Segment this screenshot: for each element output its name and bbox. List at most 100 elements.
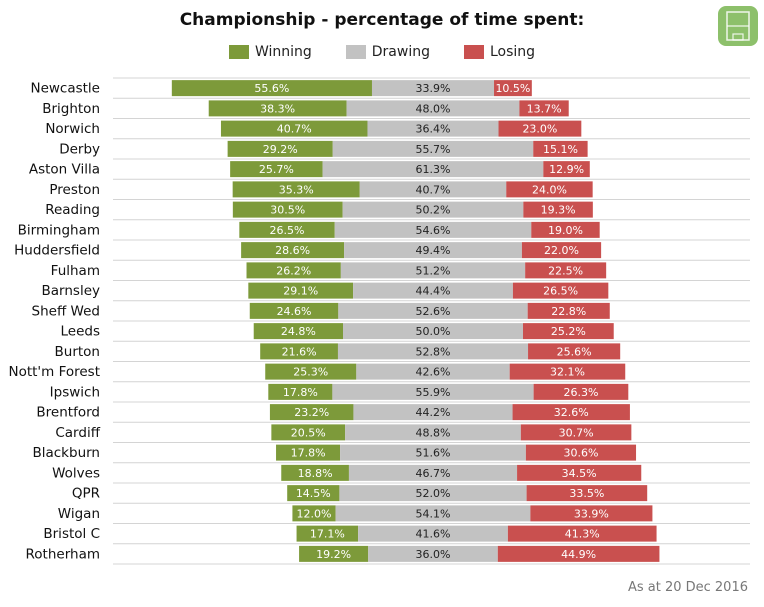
value-label-winning: 40.7% (277, 123, 312, 136)
bar-winning (249, 302, 339, 319)
bar-drawing (368, 545, 498, 562)
bar-winning (246, 262, 341, 279)
bar-winning (248, 282, 354, 299)
value-label-losing: 22.5% (548, 264, 583, 277)
team-label: Preston (49, 182, 100, 198)
value-label-drawing: 50.0% (416, 325, 451, 338)
value-label-losing: 33.5% (569, 487, 604, 500)
legend-swatch-drawing (345, 45, 366, 59)
team-label: Nott'm Forest (8, 364, 100, 380)
bar-losing (497, 545, 660, 562)
value-label-winning: 12.0% (297, 507, 332, 520)
value-label-drawing: 36.0% (416, 548, 451, 561)
legend-item-winning: Winning (228, 44, 312, 60)
bar-drawing (340, 262, 526, 279)
bar-winning (208, 100, 347, 117)
value-label-winning: 17.8% (283, 386, 318, 399)
team-label: QPR (72, 486, 100, 502)
bar-drawing (346, 100, 520, 117)
value-label-losing: 19.3% (541, 204, 576, 217)
bar-losing (533, 140, 588, 157)
bar-losing (498, 120, 582, 137)
bar-losing (519, 100, 569, 117)
value-label-drawing: 54.1% (416, 507, 451, 520)
team-label: Reading (45, 202, 100, 218)
value-label-winning: 29.2% (263, 143, 298, 156)
bar-losing (528, 343, 621, 360)
value-label-losing: 25.6% (557, 345, 592, 358)
legend: Winning Drawing Losing (0, 44, 764, 60)
value-label-drawing: 61.3% (416, 163, 451, 176)
bar-drawing (335, 505, 531, 522)
bar-losing (517, 464, 642, 481)
value-label-losing: 34.5% (562, 467, 597, 480)
value-label-losing: 22.8% (551, 305, 586, 318)
legend-label-losing: Losing (489, 44, 536, 60)
bar-losing (543, 161, 590, 178)
value-label-losing: 44.9% (561, 548, 596, 561)
pitch-logo-graphic (726, 11, 750, 41)
value-label-drawing: 46.7% (416, 467, 451, 480)
legend-swatch-losing (463, 45, 484, 59)
pitch-logo-icon (718, 6, 758, 46)
bar-drawing (338, 302, 528, 319)
bar-losing (521, 242, 602, 259)
value-label-losing: 22.0% (544, 244, 579, 257)
bar-drawing (342, 201, 524, 218)
bar-winning (299, 545, 369, 562)
bar-drawing (332, 383, 534, 400)
value-label-winning: 38.3% (260, 102, 295, 115)
value-label-winning: 26.5% (270, 224, 305, 237)
value-label-losing: 23.0% (522, 123, 557, 136)
value-label-drawing: 36.4% (416, 123, 451, 136)
bar-drawing (332, 140, 534, 157)
value-label-losing: 15.1% (543, 143, 578, 156)
value-label-losing: 30.7% (559, 426, 594, 439)
value-label-winning: 35.3% (279, 183, 314, 196)
bar-losing (531, 221, 600, 238)
value-label-drawing: 44.4% (416, 285, 451, 298)
team-label: Newcastle (30, 81, 100, 97)
value-label-winning: 18.8% (298, 467, 333, 480)
bar-winning (269, 404, 354, 421)
value-label-losing: 33.9% (574, 507, 609, 520)
value-label-winning: 25.3% (293, 366, 328, 379)
value-label-drawing: 52.6% (416, 305, 451, 318)
team-label: Birmingham (18, 222, 100, 238)
bar-drawing (339, 485, 527, 502)
bar-winning (230, 161, 323, 178)
bar-losing (523, 201, 593, 218)
value-label-drawing: 41.6% (416, 528, 451, 541)
value-label-losing: 25.2% (551, 325, 586, 338)
bar-winning (241, 242, 345, 259)
team-label: Cardiff (55, 425, 100, 441)
team-label: Brentford (36, 405, 100, 421)
team-label: Bristol C (43, 526, 100, 542)
bar-winning (268, 383, 333, 400)
team-label: Brighton (42, 101, 100, 117)
bar-winning (171, 80, 372, 97)
bar-losing (494, 80, 532, 97)
value-label-losing: 13.7% (527, 102, 562, 115)
bar-drawing (356, 363, 510, 380)
footnote: As at 20 Dec 2016 (627, 580, 748, 595)
team-label: Aston Villa (29, 162, 100, 178)
legend-label-winning: Winning (254, 44, 312, 60)
bar-drawing (343, 323, 523, 340)
bar-losing (533, 383, 629, 400)
bar-drawing (345, 424, 521, 441)
value-label-losing: 32.6% (554, 406, 589, 419)
value-label-winning: 23.2% (294, 406, 329, 419)
bar-drawing (359, 181, 507, 198)
value-label-drawing: 44.2% (416, 406, 451, 419)
value-label-drawing: 50.2% (416, 204, 451, 217)
team-label: Blackburn (32, 445, 100, 461)
team-label: Norwich (45, 121, 100, 137)
bar-winning (220, 120, 368, 137)
chart-title: Championship - percentage of time spent: (179, 10, 585, 30)
value-label-drawing: 52.8% (416, 345, 451, 358)
bar-winning (281, 464, 349, 481)
value-label-winning: 26.2% (276, 264, 311, 277)
bar-losing (525, 444, 637, 461)
